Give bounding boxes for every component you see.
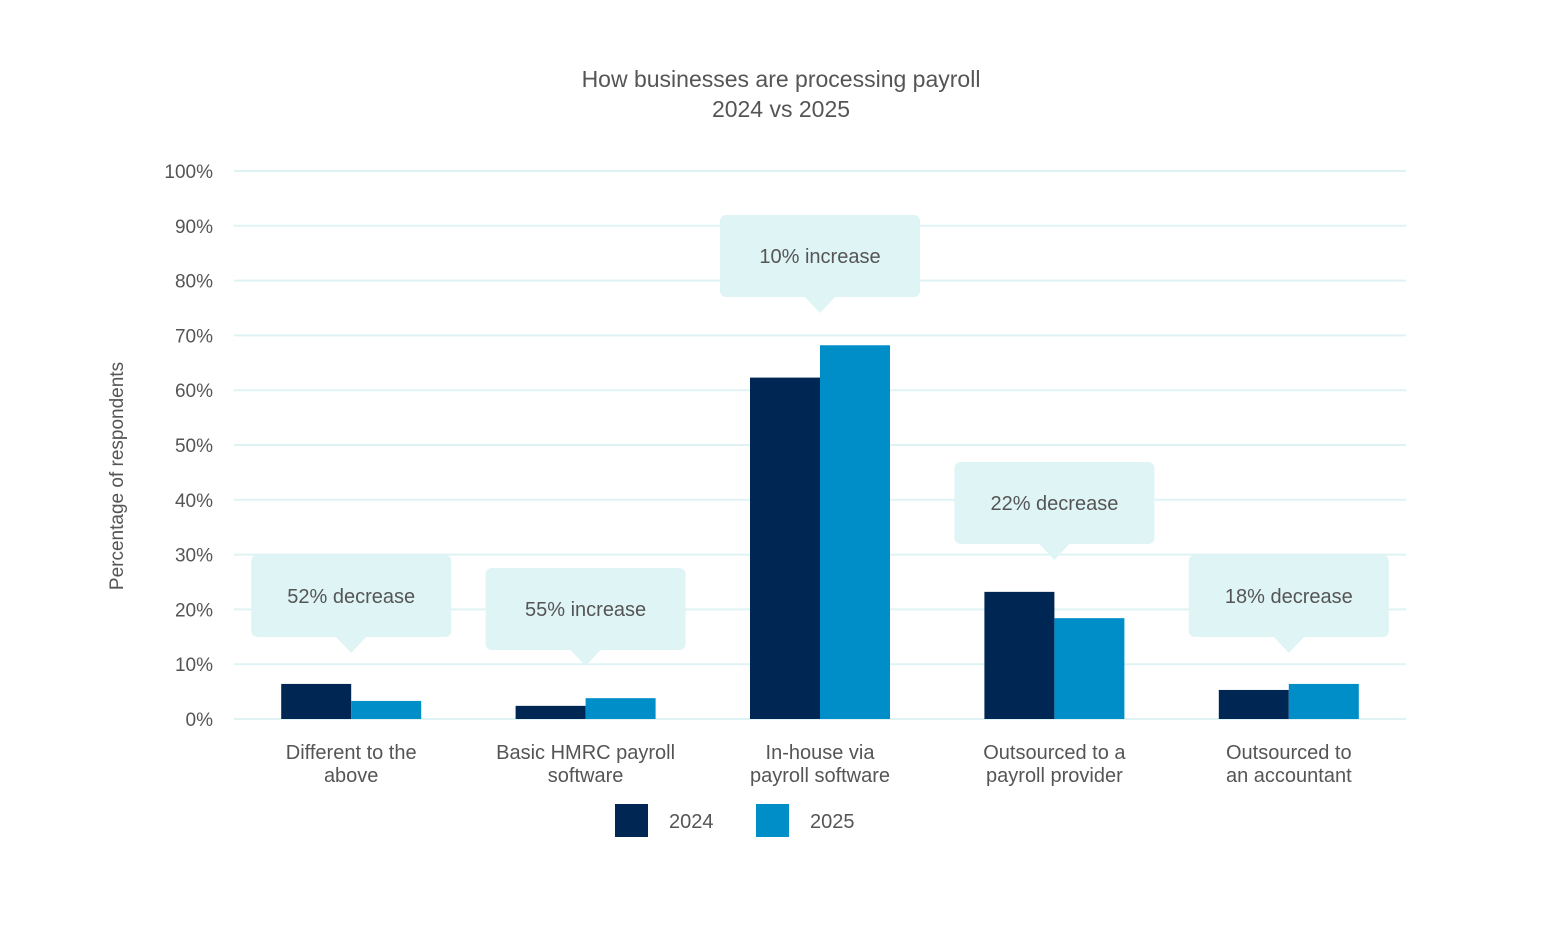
annotation-callout: 22% decrease xyxy=(954,462,1155,560)
annotation-callout: 18% decrease xyxy=(1188,555,1389,653)
y-tick-label: 80% xyxy=(175,272,213,293)
bar-2025 xyxy=(1054,618,1125,719)
bar-2024 xyxy=(1218,689,1289,719)
callout-pointer xyxy=(1272,636,1305,653)
x-tick-label: Different to the xyxy=(286,742,417,764)
callout-pointer xyxy=(804,296,836,313)
y-tick-label: 40% xyxy=(175,491,213,512)
y-tick-label: 70% xyxy=(175,326,213,347)
annotation-label: 10% increase xyxy=(759,246,880,268)
legend-label: 2024 xyxy=(669,811,714,833)
bar-2025 xyxy=(351,700,422,719)
x-tick-label: software xyxy=(548,765,624,787)
callout-box xyxy=(485,568,686,650)
callout-pointer xyxy=(569,649,602,666)
bar-2025 xyxy=(1288,683,1359,719)
bar-2024 xyxy=(281,683,352,719)
legend-swatch-2025 xyxy=(756,804,789,837)
x-tick-label: Basic HMRC payroll xyxy=(496,742,675,764)
y-axis-label: Percentage of respondents xyxy=(107,362,128,590)
x-tick-label: In-house via xyxy=(766,742,876,764)
callout-box xyxy=(720,215,920,297)
annotation-label: 55% increase xyxy=(525,599,646,621)
callout-box xyxy=(954,462,1155,544)
chart-subtitle: 2024 vs 2025 xyxy=(712,96,850,122)
bar-2024 xyxy=(984,591,1055,719)
bar-2025 xyxy=(585,698,656,719)
x-tick-label: Outsourced to a xyxy=(983,742,1126,764)
x-tick-label: above xyxy=(324,765,379,787)
annotation-label: 22% decrease xyxy=(990,493,1118,515)
y-tick-label: 0% xyxy=(186,710,214,731)
y-tick-label: 100% xyxy=(164,162,213,183)
callout-box xyxy=(251,555,452,637)
x-tick-label: payroll provider xyxy=(986,765,1123,787)
callout-pointer xyxy=(1038,543,1071,560)
bar-2024 xyxy=(515,705,586,719)
x-tick-label: payroll software xyxy=(750,765,890,787)
legend-swatch-2024 xyxy=(615,804,648,837)
annotation-callout: 52% decrease xyxy=(251,555,452,653)
bar-2024 xyxy=(750,377,820,719)
bar-2025 xyxy=(820,345,890,719)
annotation-callout: 10% increase xyxy=(720,215,920,313)
legend-label: 2025 xyxy=(810,811,855,833)
y-tick-label: 90% xyxy=(175,217,213,238)
callout-box xyxy=(1188,555,1389,637)
callout-pointer xyxy=(335,636,368,653)
y-tick-label: 10% xyxy=(175,655,213,676)
y-tick-label: 60% xyxy=(175,381,213,402)
chart-title: How businesses are processing payroll xyxy=(582,66,981,92)
annotation-callout: 55% increase xyxy=(485,568,686,666)
annotation-label: 18% decrease xyxy=(1225,586,1353,608)
y-tick-label: 20% xyxy=(175,600,213,621)
y-tick-label: 50% xyxy=(175,436,213,457)
annotation-label: 52% decrease xyxy=(287,586,415,608)
y-tick-label: 30% xyxy=(175,546,213,567)
x-tick-label: Outsourced to xyxy=(1226,742,1352,764)
x-tick-label: an accountant xyxy=(1226,765,1352,787)
